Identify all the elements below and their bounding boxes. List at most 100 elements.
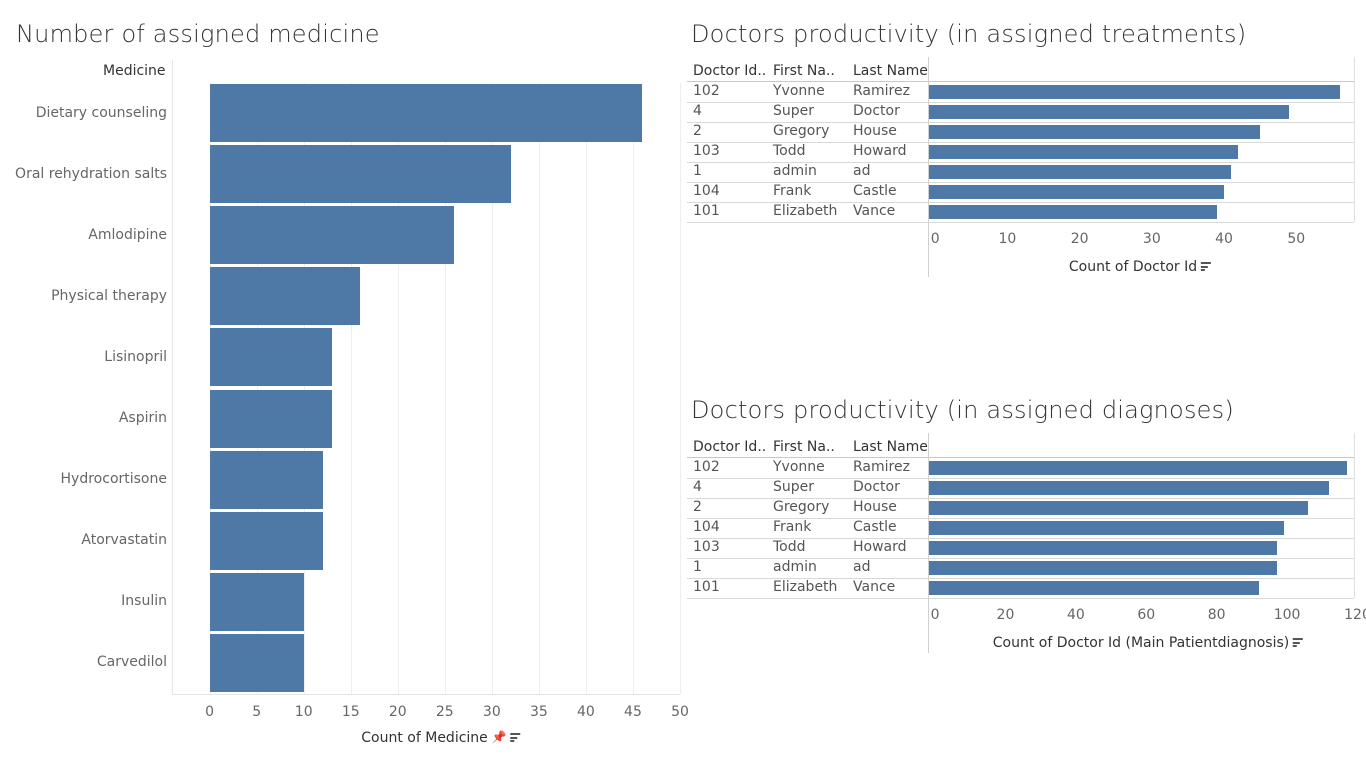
doctor-id-cell[interactable]: 102 <box>693 83 720 99</box>
doctor-id-cell[interactable]: 1 <box>693 163 702 179</box>
first-name-cell[interactable]: Frank <box>773 183 812 199</box>
last-name-cell[interactable]: Vance <box>853 203 896 219</box>
doctor-id-cell[interactable]: 104 <box>693 519 720 535</box>
last-name-cell[interactable]: ad <box>853 559 871 575</box>
sort-descending-icon[interactable] <box>510 733 521 742</box>
doctor-bar[interactable] <box>928 521 1284 535</box>
last-name-cell[interactable]: Doctor <box>853 103 900 119</box>
medicine-label[interactable]: Atorvastatin <box>81 532 167 549</box>
medicine-label[interactable]: Amlodipine <box>88 226 167 243</box>
diagnoses-x-axis-label: Count of Doctor Id (Main Patientdiagnosi… <box>992 635 1290 651</box>
medicine-bar[interactable] <box>209 145 511 204</box>
last-name-cell[interactable]: Doctor <box>853 479 900 495</box>
first-name-cell[interactable]: Gregory <box>773 499 830 515</box>
medicine-bar[interactable] <box>209 389 332 448</box>
medicine-column-header[interactable]: Medicine <box>103 63 166 79</box>
first-name-cell[interactable]: Elizabeth <box>773 579 838 595</box>
doctor-id-cell[interactable]: 103 <box>693 143 720 159</box>
first-name-cell[interactable]: Elizabeth <box>773 203 838 219</box>
doctor-bar[interactable] <box>928 581 1259 595</box>
last-name-cell[interactable]: Howard <box>853 143 907 159</box>
doctor-id-cell[interactable]: 101 <box>693 579 720 595</box>
medicine-label[interactable]: Insulin <box>121 593 167 610</box>
last-name-cell[interactable]: Howard <box>853 539 907 555</box>
gridline <box>397 83 399 694</box>
last-name-cell[interactable]: House <box>853 123 897 139</box>
first-name-cell[interactable]: Gregory <box>773 123 830 139</box>
first-name-cell[interactable]: Frank <box>773 519 812 535</box>
first-name-cell[interactable]: Yvonne <box>773 459 825 475</box>
last-name-cell[interactable]: Ramirez <box>853 459 910 475</box>
x-tick-label: 50 <box>671 704 689 720</box>
first-name-cell[interactable]: Super <box>773 479 815 495</box>
last-name-cell[interactable]: Ramirez <box>853 83 910 99</box>
medicine-label[interactable]: Hydrocortisone <box>60 471 167 488</box>
x-tick-label: 60 <box>1137 607 1156 623</box>
medicine-bar[interactable] <box>209 572 304 631</box>
medicine-label[interactable]: Lisinopril <box>104 348 167 365</box>
medicine-bar[interactable] <box>209 84 643 143</box>
first-name-cell[interactable]: Super <box>773 103 815 119</box>
last-name-cell[interactable]: Castle <box>853 519 897 535</box>
treatments-header-first-name[interactable]: First Na.. <box>773 63 835 79</box>
medicine-bar[interactable] <box>209 206 455 265</box>
medicine-label[interactable]: Aspirin <box>118 410 167 427</box>
first-name-cell[interactable]: admin <box>773 559 817 575</box>
doctor-bar[interactable] <box>928 105 1290 119</box>
doctor-bar[interactable] <box>928 541 1277 555</box>
doctor-id-cell[interactable]: 101 <box>693 203 720 219</box>
right-divider <box>1354 57 1355 222</box>
doctor-bar[interactable] <box>928 481 1330 495</box>
doctor-bar[interactable] <box>928 165 1232 179</box>
x-tick-label: 0 <box>205 704 215 720</box>
medicine-label[interactable]: Physical therapy <box>51 287 167 304</box>
diagnoses-header-first-name[interactable]: First Na.. <box>773 439 835 455</box>
doctor-bar[interactable] <box>928 501 1309 515</box>
diagnoses-header-doctor-id[interactable]: Doctor Id.. <box>693 439 767 455</box>
sort-descending-icon[interactable] <box>1201 262 1212 271</box>
medicine-label[interactable]: Oral rehydration salts <box>15 165 167 182</box>
medicine-label[interactable]: Carvedilol <box>96 654 167 671</box>
doctor-id-cell[interactable]: 4 <box>693 103 702 119</box>
first-name-cell[interactable]: admin <box>773 163 817 179</box>
medicine-label[interactable]: Dietary counseling <box>35 104 167 121</box>
last-name-cell[interactable]: ad <box>853 163 871 179</box>
treatments-header-last-name[interactable]: Last Name <box>853 63 928 79</box>
treatments-header-doctor-id[interactable]: Doctor Id.. <box>693 63 767 79</box>
diagnoses-x-axis-title[interactable]: Count of Doctor Id (Main Patientdiagnosi… <box>992 635 1304 651</box>
doctor-bar[interactable] <box>928 85 1340 99</box>
doctor-bar[interactable] <box>928 205 1217 219</box>
doctor-id-cell[interactable]: 1 <box>693 559 702 575</box>
doctor-id-cell[interactable]: 2 <box>693 123 702 139</box>
doctor-id-cell[interactable]: 104 <box>693 183 720 199</box>
row-divider <box>687 162 1354 163</box>
doctor-bar[interactable] <box>928 125 1261 139</box>
doctor-id-cell[interactable]: 2 <box>693 499 702 515</box>
medicine-bar[interactable] <box>209 633 304 692</box>
doctor-id-cell[interactable]: 102 <box>693 459 720 475</box>
medicine-bar[interactable] <box>209 511 323 570</box>
medicine-bar[interactable] <box>209 267 361 326</box>
first-name-cell[interactable]: Yvonne <box>773 83 825 99</box>
medicine-bar[interactable] <box>209 328 332 387</box>
doctor-bar[interactable] <box>928 185 1225 199</box>
doctor-id-cell[interactable]: 4 <box>693 479 702 495</box>
doctor-id-cell[interactable]: 103 <box>693 539 720 555</box>
sort-descending-icon[interactable] <box>1293 638 1304 647</box>
doctor-bar[interactable] <box>928 561 1277 575</box>
last-name-cell[interactable]: Castle <box>853 183 897 199</box>
x-tick-label: 25 <box>435 704 454 720</box>
first-name-cell[interactable]: Todd <box>773 143 806 159</box>
axis-divider <box>172 60 173 694</box>
pin-icon[interactable]: 📌 <box>491 730 507 744</box>
doctor-bar[interactable] <box>928 145 1239 159</box>
medicine-x-axis-title[interactable]: Count of Medicine 📌 <box>361 730 521 746</box>
last-name-cell[interactable]: Vance <box>853 579 896 595</box>
last-name-cell[interactable]: House <box>853 499 897 515</box>
doctor-bar[interactable] <box>928 461 1347 475</box>
x-tick-label: 10 <box>998 231 1017 247</box>
diagnoses-header-last-name[interactable]: Last Name <box>853 439 928 455</box>
medicine-bar[interactable] <box>209 450 323 509</box>
first-name-cell[interactable]: Todd <box>773 539 806 555</box>
treatments-x-axis-title[interactable]: Count of Doctor Id <box>1069 259 1212 275</box>
